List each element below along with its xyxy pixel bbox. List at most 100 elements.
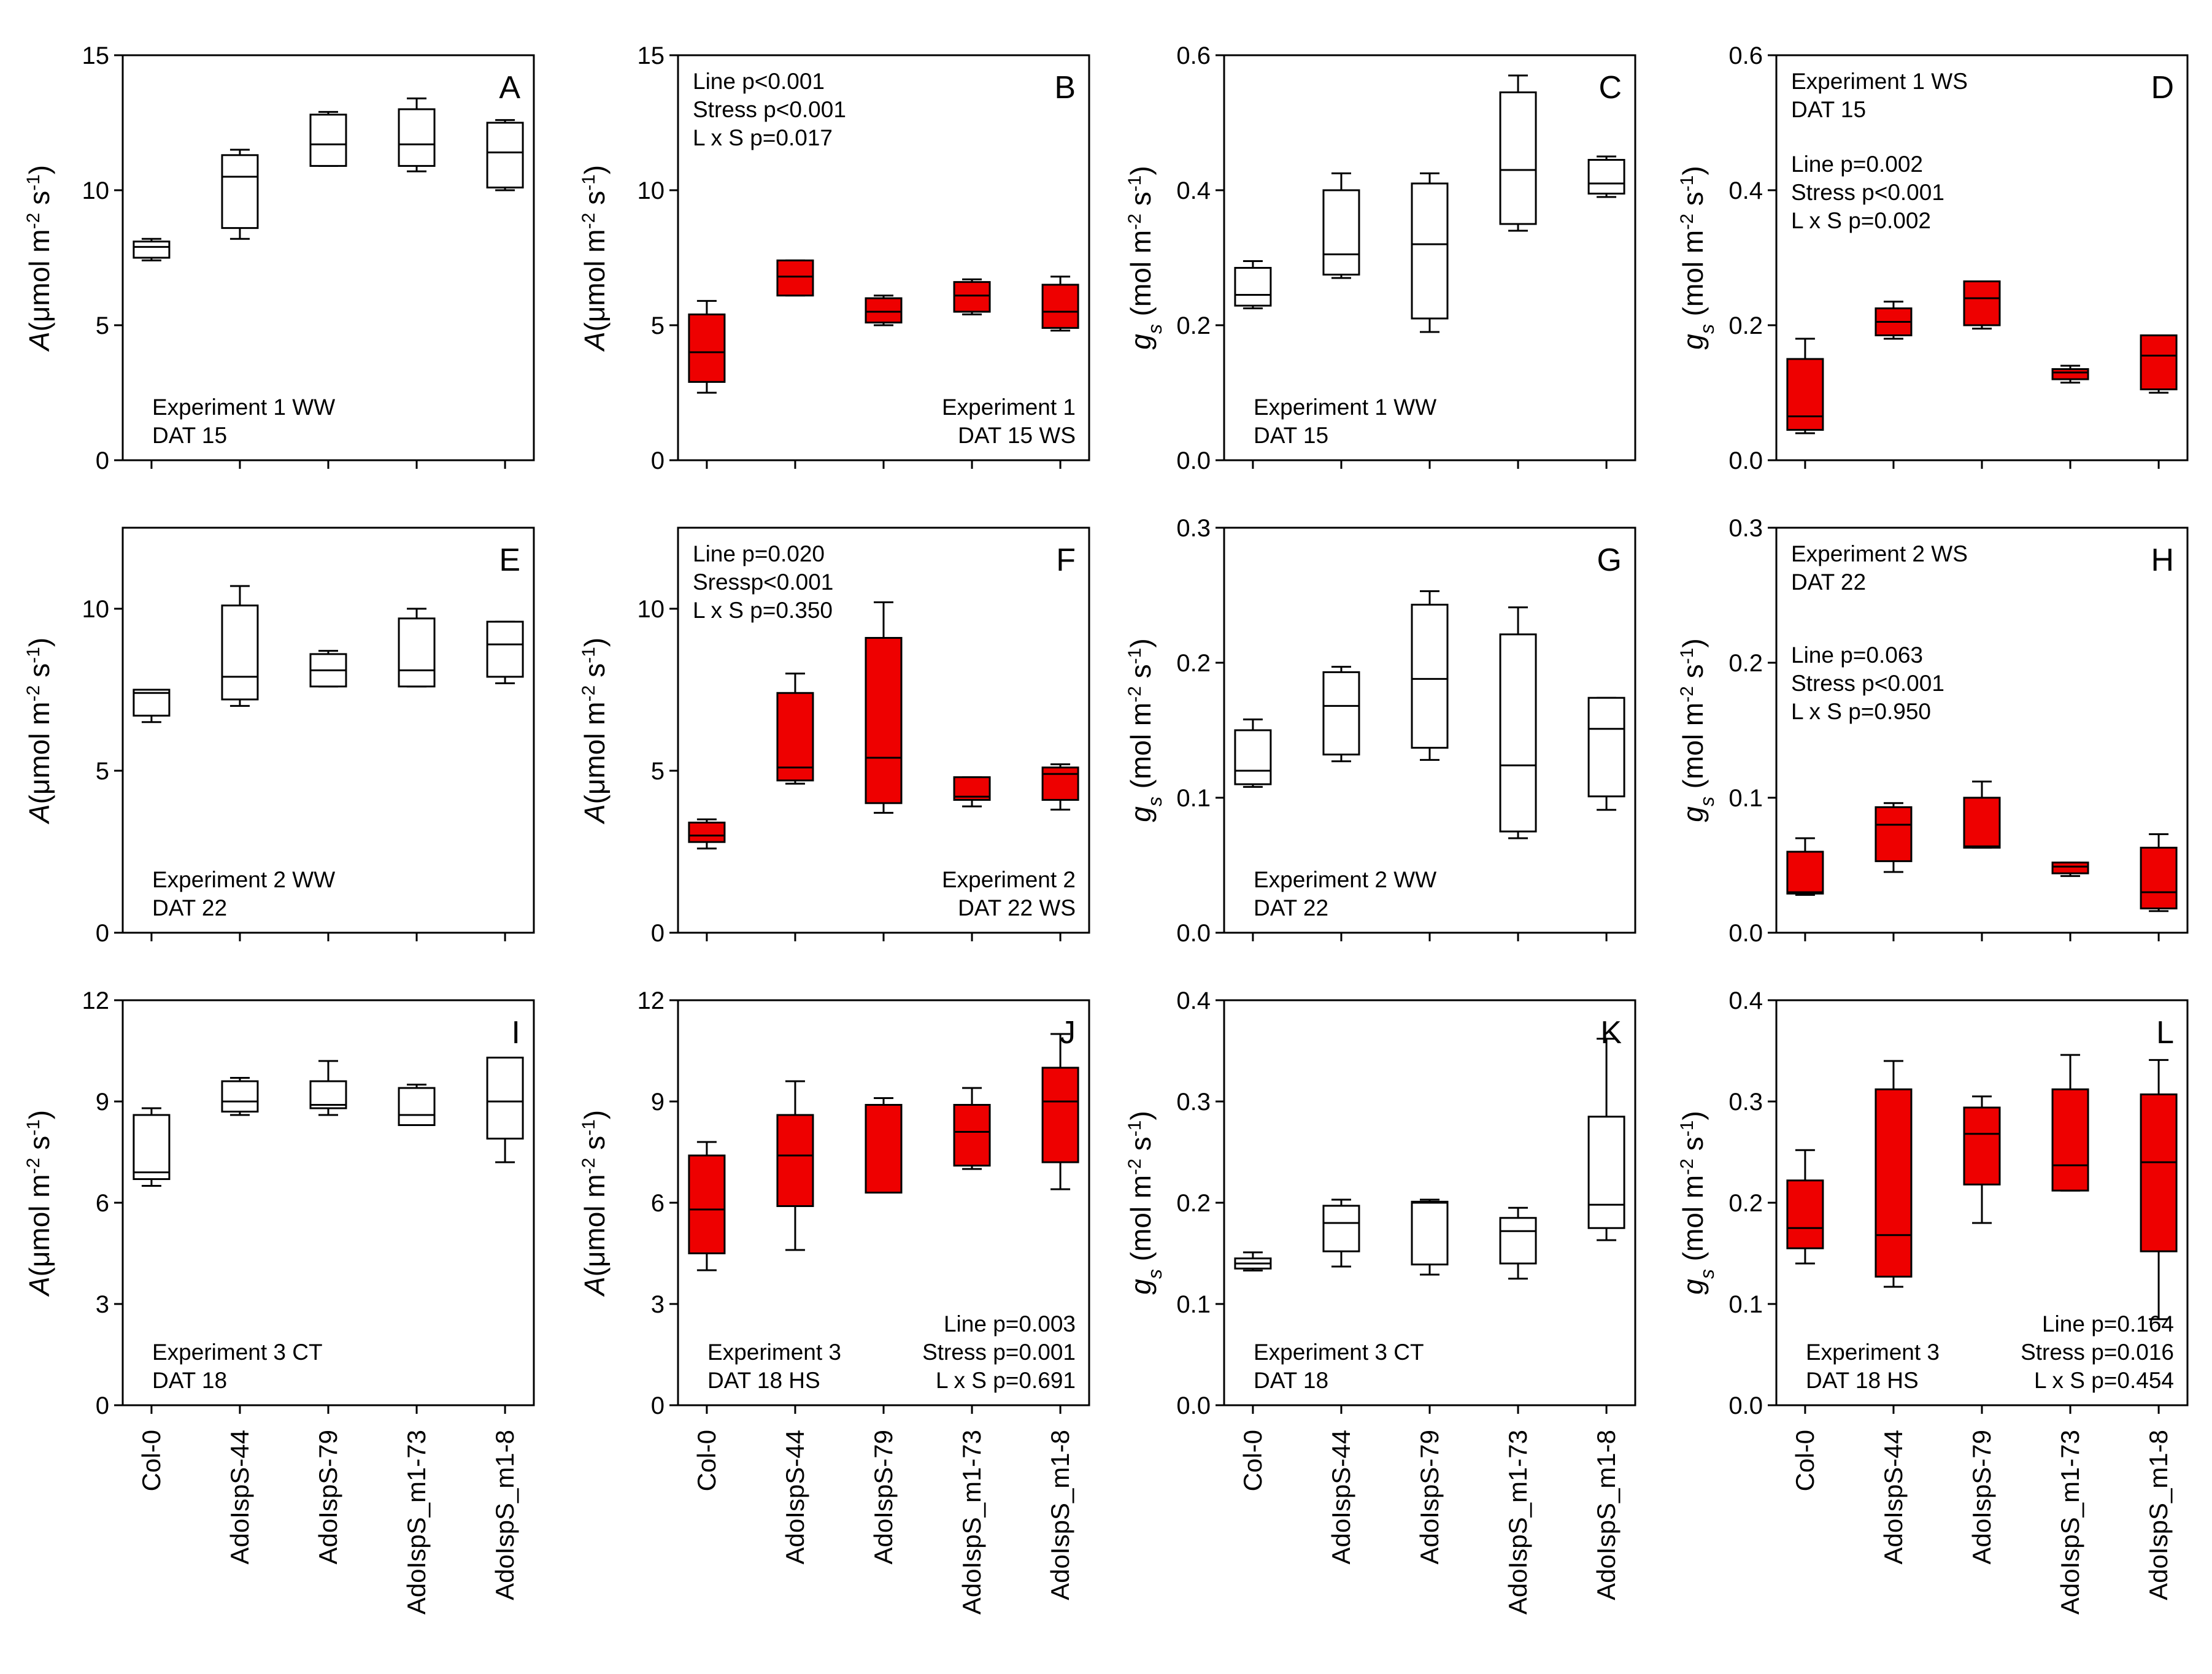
iqr-box bbox=[1041, 766, 1079, 801]
panel-b: 0 5 10 15 A(μmol m-2 s-1) B Line p<0.001 Stress… bbox=[579, 42, 1090, 474]
x-category-label: AdoIspS_m1-73 bbox=[2056, 1430, 2084, 1614]
box-Col-0 bbox=[1234, 718, 1272, 788]
y-tick-label: 10 bbox=[82, 596, 110, 623]
y-axis-label: gs (mol m-2 s-1) bbox=[1677, 166, 1719, 349]
y-tick-label: 0.0 bbox=[1728, 920, 1763, 947]
box-AdoIspS_m1-73 bbox=[1499, 74, 1537, 232]
iqr-box bbox=[1411, 1200, 1449, 1266]
y-tick-label: 0.2 bbox=[1728, 1190, 1763, 1217]
box-AdoIspS_m1-73 bbox=[1499, 1206, 1537, 1280]
x-category-label: Col-0 bbox=[137, 1430, 166, 1491]
y-tick-label: 12 bbox=[82, 987, 110, 1014]
panel-i: 0 3 6 9 12 A(μmol m-2 s-1) I Experiment 3 CT DAT… bbox=[23, 987, 535, 1614]
panel-annotation: DAT 22 bbox=[1254, 895, 1328, 920]
y-axis-label: A(μmol m-2 s-1) bbox=[23, 638, 56, 825]
y-axis-label: gs (mol m-2 s-1) bbox=[1125, 1111, 1166, 1294]
box-AdoIspS_m1-8 bbox=[1041, 1033, 1079, 1190]
box-AdoIspS_m1-73 bbox=[1499, 606, 1537, 839]
panel-letter: A bbox=[499, 70, 520, 106]
iqr-box bbox=[1322, 189, 1360, 276]
x-category-label: AdoIspS-79 bbox=[1967, 1430, 1996, 1564]
x-category-label: Col-0 bbox=[1238, 1430, 1267, 1491]
iqr-box bbox=[486, 122, 524, 189]
iqr-box bbox=[221, 154, 259, 230]
y-tick-label: 0 bbox=[96, 447, 109, 474]
panel-annotation: Experiment 2 WS bbox=[1791, 541, 1968, 566]
box-AdoIspS_m1-8 bbox=[486, 1057, 524, 1163]
iqr-box bbox=[2140, 1093, 2178, 1252]
box-AdoIspS_m1-8 bbox=[486, 620, 524, 684]
iqr-box bbox=[1963, 1106, 2001, 1186]
panel-annotation-secondary: Line p=0.003 bbox=[944, 1311, 1076, 1336]
y-tick-label: 0.0 bbox=[1176, 447, 1211, 474]
iqr-box bbox=[688, 1154, 726, 1254]
y-tick-label: 0.4 bbox=[1728, 987, 1763, 1014]
y-tick-label: 5 bbox=[96, 312, 109, 339]
box-AdoIspS-44 bbox=[1322, 666, 1360, 763]
box-AdoIspS-79 bbox=[1411, 1198, 1449, 1276]
panel-annotation-secondary: L x S p=0.454 bbox=[2034, 1368, 2174, 1393]
y-tick-label: 0 bbox=[651, 920, 665, 947]
x-category-label: AdoIspS-79 bbox=[314, 1430, 342, 1564]
x-category-label: AdoIspS_m1-8 bbox=[2144, 1430, 2173, 1600]
iqr-box bbox=[133, 688, 171, 717]
box-Col-0 bbox=[1234, 1251, 1272, 1272]
box-Col-0 bbox=[1786, 338, 1824, 434]
panel-e: 0 5 10 A(μmol m-2 s-1) E Experiment 2 WW DAT 2… bbox=[23, 526, 535, 947]
panel-letter: G bbox=[1597, 542, 1622, 578]
y-axis-label: A(μmol m-2 s-1) bbox=[23, 165, 56, 352]
x-category-label: AdoIspS_m1-73 bbox=[402, 1430, 431, 1614]
panel-annotation: DAT 15 bbox=[1254, 423, 1328, 448]
box-AdoIspS-44 bbox=[221, 148, 259, 240]
y-tick-label: 0 bbox=[651, 447, 665, 474]
box-AdoIspS-79 bbox=[309, 1060, 347, 1116]
x-category-label: AdoIspS_m1-73 bbox=[1503, 1430, 1532, 1614]
box-AdoIspS-44 bbox=[1875, 301, 1913, 340]
box-AdoIspS-44 bbox=[221, 585, 259, 707]
box-AdoIspS-44 bbox=[776, 259, 814, 297]
box-Col-0 bbox=[1786, 1149, 1824, 1265]
x-category-label: Col-0 bbox=[692, 1430, 721, 1491]
panel-letter: B bbox=[1054, 70, 1076, 106]
box-Col-0 bbox=[688, 818, 726, 850]
panel-annotation: Experiment 1 WS bbox=[1791, 69, 1968, 94]
iqr-box bbox=[486, 1057, 524, 1140]
box-AdoIspS_m1-8 bbox=[1041, 276, 1079, 332]
iqr-box bbox=[1875, 1088, 1913, 1278]
box-AdoIspS_m1-73 bbox=[953, 278, 991, 315]
panel-annotation: Experiment 3 CT bbox=[1254, 1340, 1424, 1365]
panel-annotation-secondary: Experiment 2 bbox=[942, 867, 1076, 892]
y-tick-label: 10 bbox=[638, 596, 665, 623]
panel-annotation: L x S p=0.017 bbox=[693, 125, 833, 150]
panel-annotation-secondary: Experiment 1 bbox=[942, 395, 1076, 420]
panel-annotation: Experiment 1 WW bbox=[152, 395, 335, 420]
y-tick-label: 0.2 bbox=[1176, 1190, 1211, 1217]
x-category-label: AdoIspS-79 bbox=[869, 1430, 898, 1564]
iqr-box bbox=[688, 313, 726, 383]
box-AdoIspS_m1-8 bbox=[1587, 1038, 1625, 1241]
panel-annotation: DAT 18 bbox=[152, 1368, 227, 1393]
box-AdoIspS_m1-73 bbox=[398, 608, 436, 688]
panel-j: 0 3 6 9 12 A(μmol m-2 s-1) J Experiment 3 DAT 18… bbox=[579, 987, 1090, 1614]
box-AdoIspS_m1-73 bbox=[953, 776, 991, 808]
box-AdoIspS-44 bbox=[776, 673, 814, 785]
box-AdoIspS-44 bbox=[1322, 172, 1360, 279]
box-AdoIspS-79 bbox=[1411, 590, 1449, 761]
panel-letter: E bbox=[499, 542, 520, 578]
iqr-box bbox=[776, 1114, 814, 1207]
panel-annotation: Experiment 2 WW bbox=[1254, 867, 1436, 892]
panel-letter: F bbox=[1056, 542, 1076, 578]
box-AdoIspS-44 bbox=[1322, 1198, 1360, 1268]
panel-annotation: DAT 22 bbox=[1791, 569, 1866, 595]
y-tick-label: 0.1 bbox=[1728, 785, 1763, 812]
box-AdoIspS-79 bbox=[1963, 781, 2001, 849]
iqr-box bbox=[1963, 280, 2001, 326]
y-axis-label: A(μmol m-2 s-1) bbox=[579, 165, 611, 352]
y-tick-label: 3 bbox=[96, 1291, 109, 1318]
y-tick-label: 5 bbox=[651, 758, 665, 785]
y-tick-label: 6 bbox=[96, 1190, 109, 1217]
iqr-box bbox=[1234, 267, 1272, 307]
iqr-box bbox=[1499, 91, 1537, 225]
panel-annotation-secondary: Line p=0.164 bbox=[2042, 1311, 2174, 1336]
panel-letter: K bbox=[1600, 1015, 1622, 1051]
